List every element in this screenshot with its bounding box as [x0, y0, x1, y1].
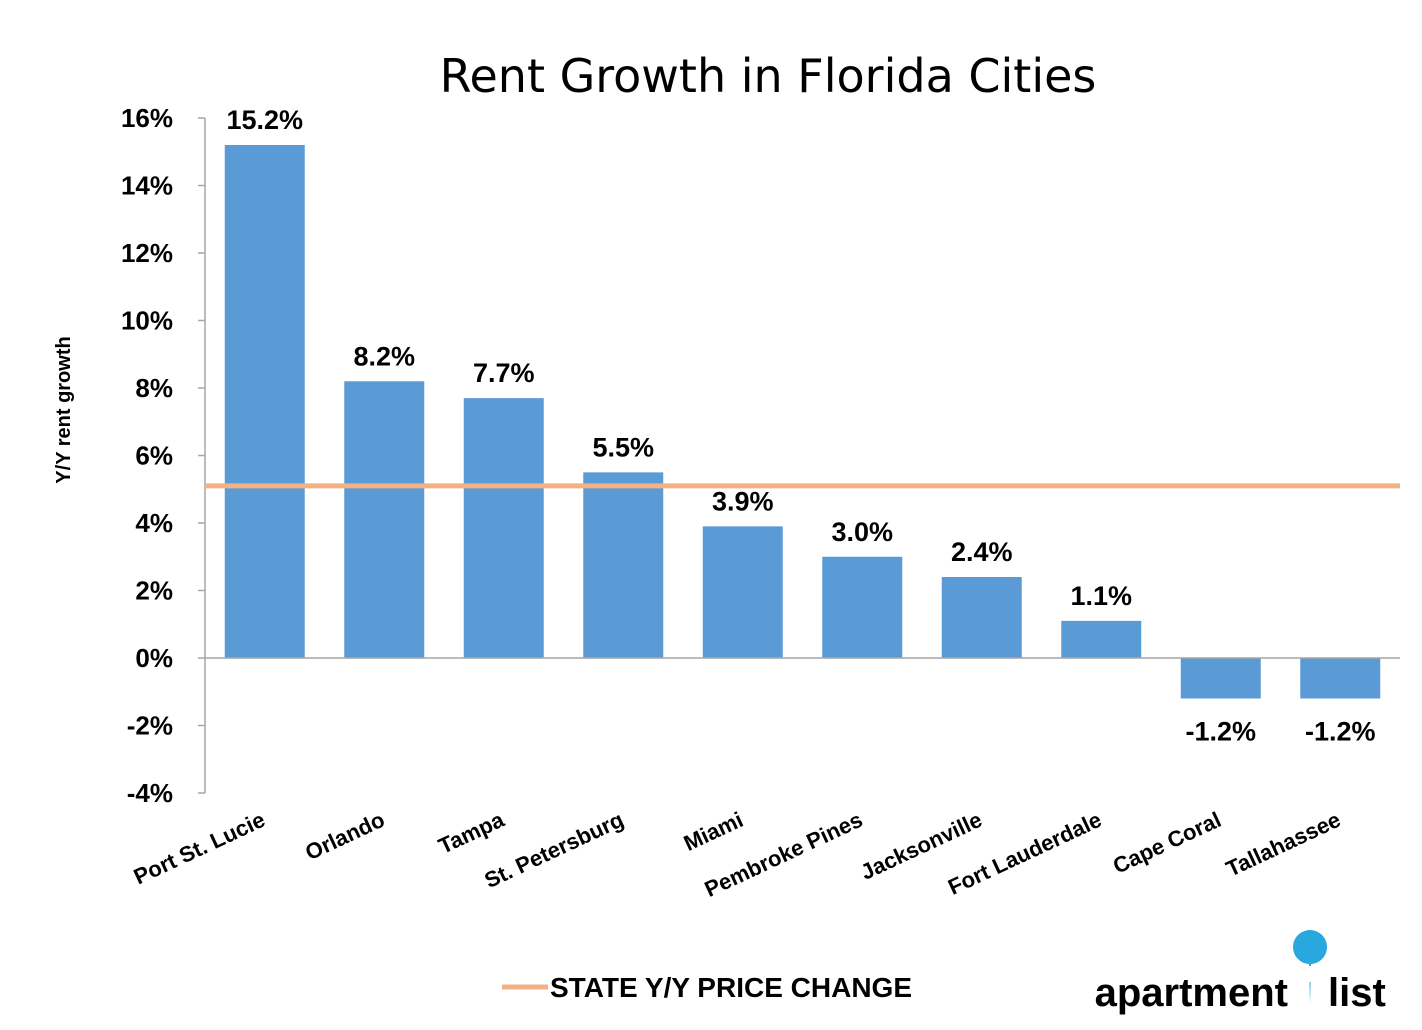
x-tick-label: Cape Coral — [1109, 807, 1225, 879]
y-axis: 16% 14% 12% 10% 8% 6% 4% 2% 0% -2% -4% — [121, 103, 206, 808]
map-pin-icon — [1292, 930, 1327, 1004]
data-label: 2.4% — [951, 537, 1013, 567]
bar — [463, 398, 544, 658]
logo-text-apartment: apartment — [1095, 971, 1288, 1015]
x-tick-label: Port St. Lucie — [130, 807, 269, 890]
y-tick-label: 12% — [121, 238, 173, 268]
data-label: 3.9% — [712, 486, 774, 516]
data-label: 3.0% — [831, 517, 893, 547]
bar — [1061, 620, 1142, 658]
bar — [941, 577, 1022, 658]
y-axis-label: Y/Y rent growth — [53, 336, 75, 483]
bar — [822, 556, 903, 658]
y-tick-label: 16% — [121, 103, 173, 133]
legend: STATE Y/Y PRICE CHANGE — [502, 972, 912, 1003]
y-tick-label: 10% — [121, 306, 173, 336]
y-tick-label: 14% — [121, 171, 173, 201]
y-tick-label: 0% — [135, 643, 173, 673]
bar — [583, 472, 664, 658]
data-label: 5.5% — [592, 432, 654, 462]
data-labels: 15.2% 8.2% 7.7% 5.5% 3.9% 3.0% 2.4% 1.1% -1.2% -1… — [226, 105, 1375, 747]
y-tick-label: -4% — [127, 778, 173, 808]
x-tick-label: Tallahassee — [1222, 807, 1344, 882]
bar — [1180, 658, 1261, 699]
data-label: 8.2% — [353, 341, 415, 371]
x-tick-label: Orlando — [301, 807, 388, 865]
apartment-list-logo: apartment list — [1095, 930, 1386, 1015]
bar — [702, 526, 783, 658]
y-tick-label: 8% — [135, 373, 173, 403]
y-tick-label: 6% — [135, 441, 173, 471]
data-label: -1.2% — [1185, 717, 1256, 747]
y-tick-label: 2% — [135, 576, 173, 606]
bars — [205, 145, 1400, 699]
bar — [344, 381, 425, 658]
x-tick-label: Tampa — [435, 807, 509, 859]
data-label: 1.1% — [1070, 581, 1132, 611]
bar — [1300, 658, 1381, 699]
y-tick-label: 4% — [135, 508, 173, 538]
logo-text-list: list — [1328, 971, 1386, 1015]
bar — [224, 145, 305, 658]
x-tick-label: Miami — [680, 807, 747, 856]
data-label: -1.2% — [1305, 717, 1376, 747]
y-tick-label: -2% — [127, 711, 173, 741]
data-label: 7.7% — [473, 358, 535, 388]
legend-label: STATE Y/Y PRICE CHANGE — [550, 972, 912, 1003]
data-label: 15.2% — [226, 105, 303, 135]
chart-title: Rent Growth in Florida Cities — [440, 49, 1097, 103]
